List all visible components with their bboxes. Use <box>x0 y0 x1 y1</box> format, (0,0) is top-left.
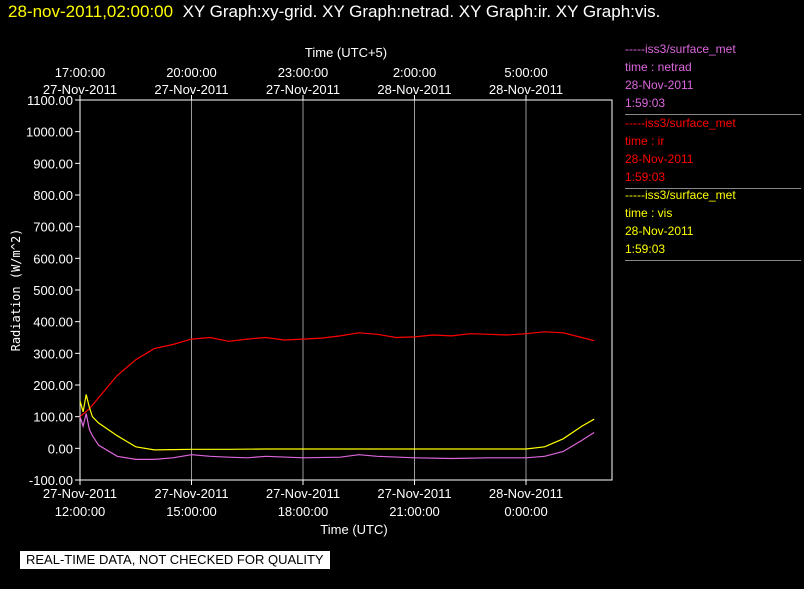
legend-netrad: -----iss3/surface_met time : netrad 28-N… <box>625 40 801 115</box>
legend-var: time : netrad <box>625 60 692 74</box>
legend-var: time : ir <box>625 134 665 148</box>
x-top-tick-time: 5:00:00 <box>504 65 547 80</box>
legend-date: 28-Nov-2011 <box>625 78 694 92</box>
legend-vis: -----iss3/surface_met time : vis 28-Nov-… <box>625 186 801 261</box>
grid <box>191 100 527 480</box>
x-axis-bottom: 27-Nov-2011 12:00:00 27-Nov-2011 15:00:00 27… <box>43 480 563 519</box>
y-tick-label: 600.00 <box>33 251 73 266</box>
y-tick-label: 400.00 <box>33 315 73 330</box>
x-tick-date: 27-Nov-2011 <box>377 486 451 501</box>
y-tick-label: 200.00 <box>33 378 73 393</box>
timestamp: 28-nov-2011,02:00:00 <box>8 2 174 21</box>
legend-time: 1:59:03 <box>625 170 666 184</box>
legend-ir: -----iss3/surface_met time : ir 28-Nov-2… <box>625 114 801 189</box>
x-top-tick-date: 27-Nov-2011 <box>43 82 117 97</box>
y-tick-label: 800.00 <box>33 188 73 203</box>
legend-divider <box>625 188 801 189</box>
x-top-tick-time: 20:00:00 <box>166 65 217 80</box>
x-axis-label: Time (UTC) <box>320 522 387 537</box>
y-tick-label: 1100.00 <box>27 93 73 108</box>
series <box>79 331 595 460</box>
legend-source: -----iss3/surface_met <box>625 116 736 130</box>
x-top-tick-time: 23:00:00 <box>278 65 329 80</box>
x-top-tick-date: 28-Nov-2011 <box>377 82 451 97</box>
x-tick-date: 27-Nov-2011 <box>43 486 117 501</box>
x-top-tick-date: 27-Nov-2011 <box>266 82 340 97</box>
x-axis-top: 17:00:00 27-Nov-2011 20:00:00 27-Nov-2011 23… <box>43 65 563 100</box>
y-tick-label: -100.00 <box>29 473 73 488</box>
x-axis-top-label: Time (UTC+5) <box>305 45 387 60</box>
legend-source: -----iss3/surface_met <box>625 188 736 202</box>
y-tick-label: 1000.00 <box>26 125 73 140</box>
legend-var: time : vis <box>625 206 673 220</box>
header: 28-nov-2011,02:00:00 XY Graph:xy-grid. X… <box>8 2 660 22</box>
y-tick-label: 500.00 <box>33 283 73 298</box>
legend-divider <box>625 260 801 261</box>
plot-border <box>79 99 613 481</box>
legend-time: 1:59:03 <box>625 242 666 256</box>
legend-source: -----iss3/surface_met <box>625 42 736 56</box>
y-tick-label: 0.00 <box>48 441 73 456</box>
legend-time: 1:59:03 <box>625 96 666 110</box>
series-vis-line <box>79 394 595 451</box>
y-tick-label: 700.00 <box>33 220 73 235</box>
plot-frame <box>79 99 613 481</box>
x-tick-date: 27-Nov-2011 <box>266 486 340 501</box>
quality-disclaimer: REAL-TIME DATA, NOT CHECKED FOR QUALITY <box>20 551 330 569</box>
x-top-tick-time: 17:00:00 <box>55 65 106 80</box>
x-tick-time: 0:00:00 <box>504 504 547 519</box>
x-tick-time: 21:00:00 <box>389 504 440 519</box>
legend-divider <box>625 114 801 115</box>
graph-list: XY Graph:xy-grid. XY Graph:netrad. XY Gr… <box>182 2 661 21</box>
x-tick-time: 15:00:00 <box>166 504 217 519</box>
x-tick-time: 18:00:00 <box>278 504 329 519</box>
x-tick-date: 27-Nov-2011 <box>154 486 228 501</box>
y-tick-label: 900.00 <box>33 156 73 171</box>
x-top-tick-time: 2:00:00 <box>393 65 436 80</box>
y-tick-label: 300.00 <box>33 346 73 361</box>
x-top-tick-date: 28-Nov-2011 <box>489 82 563 97</box>
legend-date: 28-Nov-2011 <box>625 224 694 238</box>
x-tick-date: 28-Nov-2011 <box>489 486 563 501</box>
legend-date: 28-Nov-2011 <box>625 152 694 166</box>
y-axis-label: Radiation (W/m^2) <box>9 229 23 352</box>
x-tick-time: 12:00:00 <box>55 504 106 519</box>
series-netrad-line <box>79 413 595 460</box>
y-tick-label: 100.00 <box>33 410 73 425</box>
series-ir-line <box>79 331 595 418</box>
x-top-tick-date: 27-Nov-2011 <box>154 82 228 97</box>
y-axis: 1100.00 1000.00 900.00 800.00 700.00 600.00 50… <box>26 93 80 488</box>
